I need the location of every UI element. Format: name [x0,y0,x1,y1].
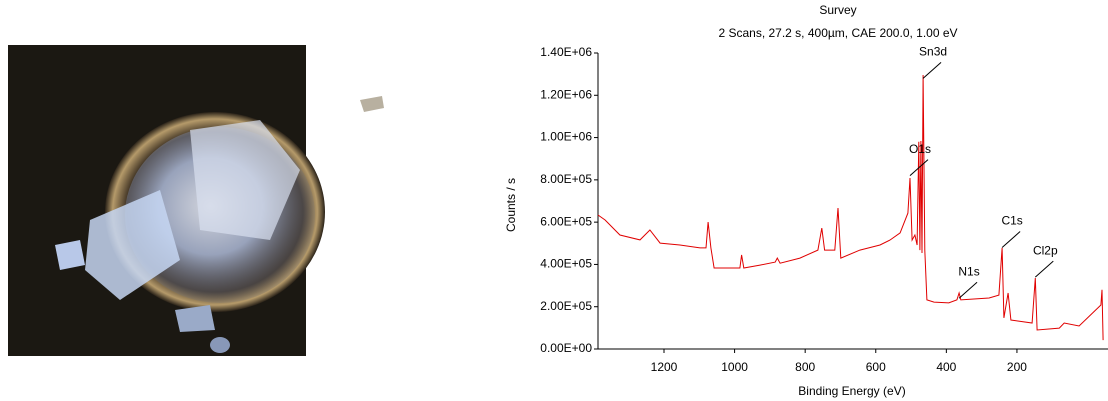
annotation-leader [922,61,942,79]
y-tick-label: 4.00E+05 [540,257,592,271]
annotation-leader [1001,231,1021,248]
y-tick-label: 1.20E+06 [540,87,592,101]
x-tick-label: 1200 [651,360,678,374]
annotation-label: C1s [1001,214,1022,228]
annotation-label: Sn3d [919,45,947,59]
spectrum-line [597,74,1104,341]
chart-subtitle: 2 Scans, 27.2 s, 400µm, CAE 200.0, 1.00 … [718,26,957,40]
annotation-label: O1s [909,142,931,156]
sample-photo [8,45,384,356]
y-tick-label: 8.00E+05 [540,172,592,186]
x-tick-label: 400 [936,360,956,374]
annotation-label: N1s [958,264,979,278]
x-tick-label: 1000 [721,360,748,374]
y-tick-label: 1.00E+06 [540,130,592,144]
annotation-leader [1034,260,1054,278]
x-tick-label: 200 [1007,360,1027,374]
y-tick-label: 0.00E+00 [540,341,592,355]
chart-title: Survey [819,3,856,17]
annotation-label: Cl2p [1033,243,1058,257]
y-tick-label: 2.00E+05 [540,299,592,313]
y-tick-label: 6.00E+05 [540,214,592,228]
annotation-leader [909,159,929,177]
annotation-leader [958,281,978,299]
y-axis-label: Counts / s [504,178,518,232]
x-tick-label: 800 [795,360,815,374]
y-tick-label: 1.40E+06 [540,45,592,59]
x-tick-label: 600 [866,360,886,374]
x-axis-label: Binding Energy (eV) [798,384,905,398]
